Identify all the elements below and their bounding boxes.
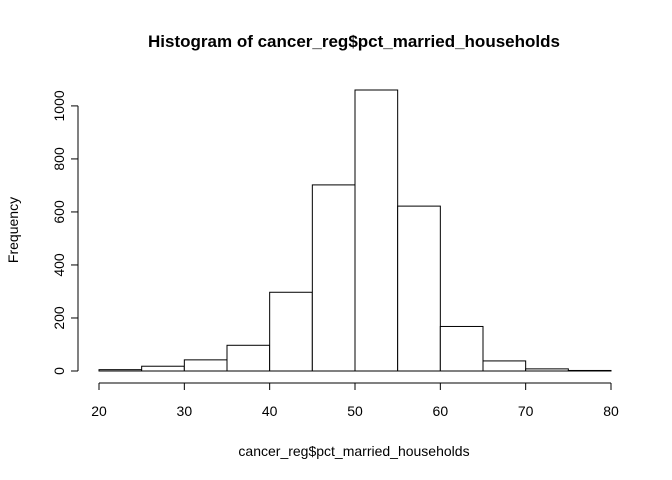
histogram-bars: [98, 89, 612, 372]
x-axis: 20 30 40 50 60 70 80: [91, 382, 619, 419]
chart-title: Histogram of cancer_reg$pct_married_hous…: [148, 32, 560, 51]
y-tick-label: 0: [51, 367, 67, 375]
x-tick-label: 50: [347, 403, 363, 419]
y-tick-label: 200: [51, 306, 67, 330]
histogram-bar: [567, 369, 612, 372]
x-tick-label: 20: [91, 403, 107, 419]
histogram-bar: [141, 365, 185, 372]
x-tick-label: 80: [603, 403, 619, 419]
x-tick-label: 70: [518, 403, 534, 419]
x-tick-label: 60: [433, 403, 449, 419]
y-tick-label: 600: [51, 200, 67, 224]
histogram-bar: [354, 89, 399, 372]
histogram-bar: [525, 368, 569, 372]
histogram-bar: [226, 344, 271, 372]
x-tick-label: 30: [177, 403, 193, 419]
histogram-bar: [397, 205, 441, 372]
x-axis-label: cancer_reg$pct_married_households: [238, 443, 469, 459]
y-tick-label: 400: [51, 253, 67, 277]
x-tick-label: 40: [262, 403, 278, 419]
histogram-bar: [311, 184, 356, 372]
histogram-bar: [269, 291, 313, 372]
histogram-bar: [98, 369, 143, 372]
y-axis-label: Frequency: [5, 197, 21, 263]
histogram-bar: [439, 325, 484, 372]
y-tick-label: 1000: [51, 90, 67, 121]
y-tick-label: 800: [51, 147, 67, 171]
histogram-bar: [183, 359, 228, 372]
y-axis: 0 200 400 600 800 1000: [51, 90, 79, 375]
histogram-bar: [482, 360, 527, 372]
